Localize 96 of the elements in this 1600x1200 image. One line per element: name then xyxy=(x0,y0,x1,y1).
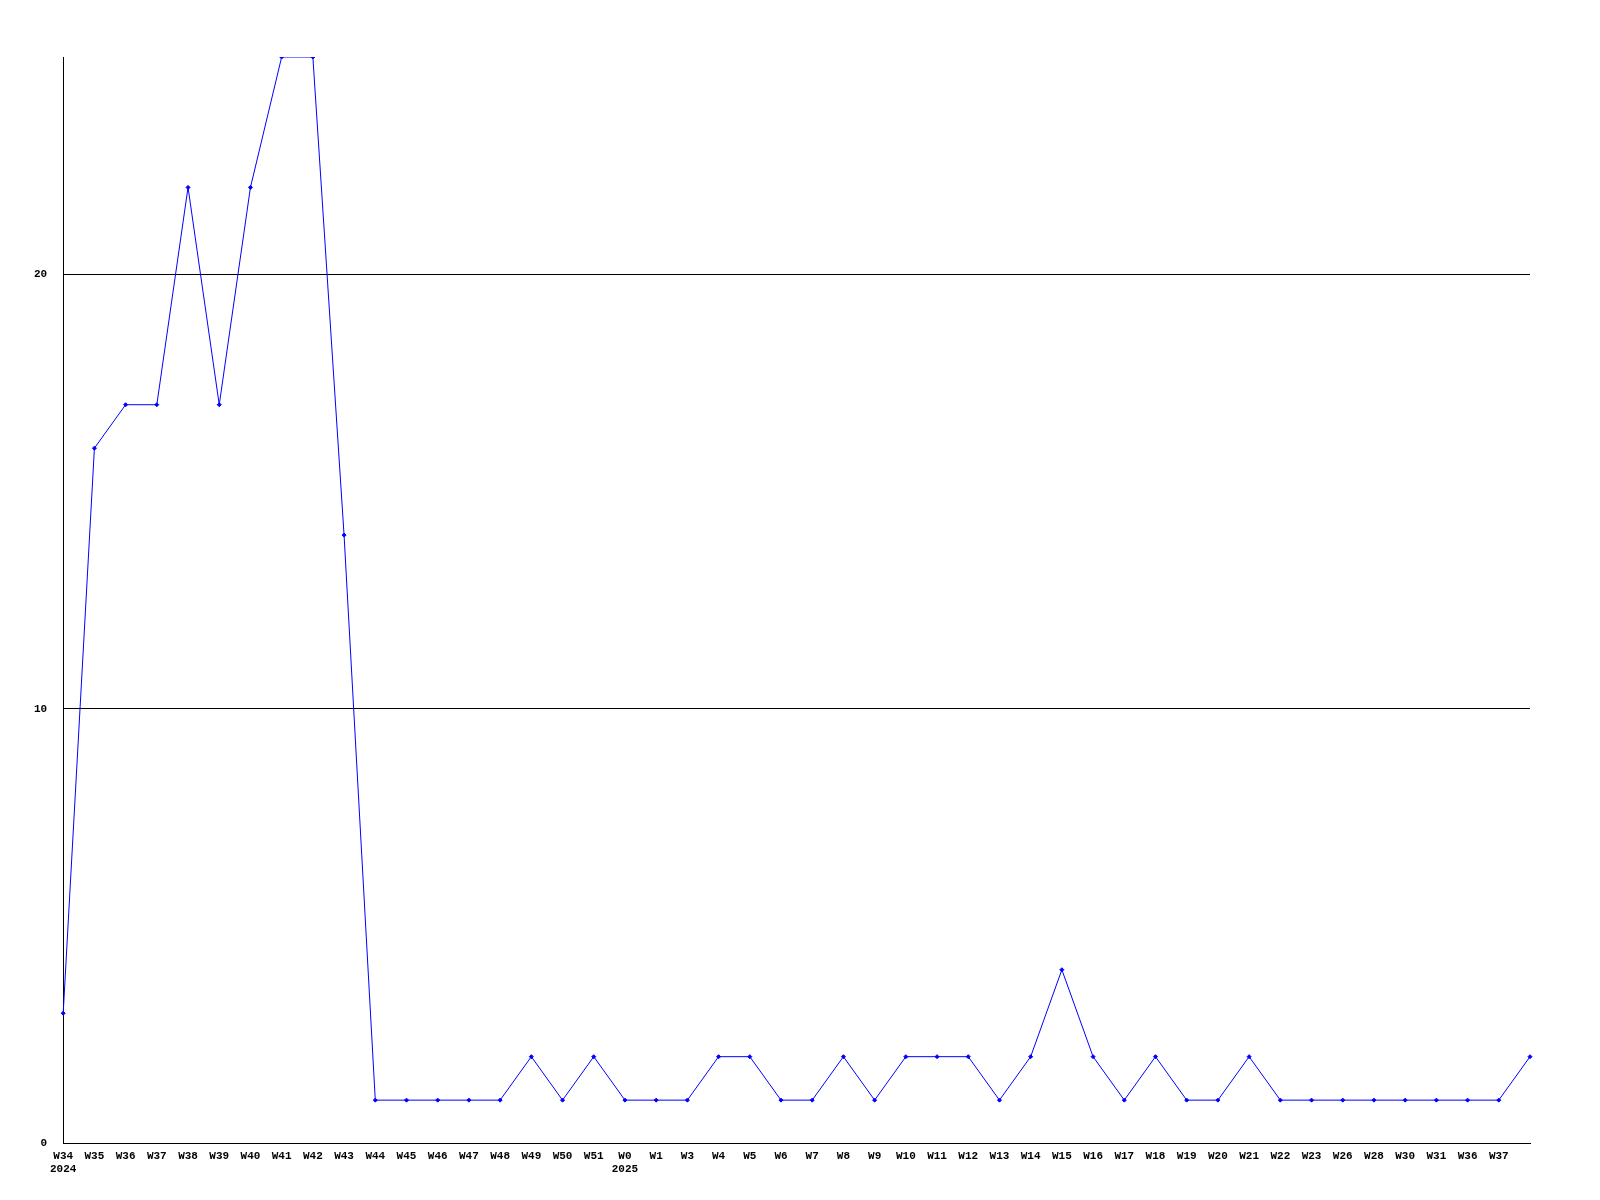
point xyxy=(1371,1097,1377,1103)
point xyxy=(1028,1054,1034,1060)
point xyxy=(1309,1097,1315,1103)
point xyxy=(809,1097,815,1103)
x-tick-label: W12 xyxy=(958,1149,979,1162)
x-tick-label: W5 xyxy=(743,1149,757,1162)
point xyxy=(1496,1097,1502,1103)
point xyxy=(91,445,97,451)
x-tick-label: W45 xyxy=(396,1149,417,1162)
x-tick-label: W13 xyxy=(989,1149,1010,1162)
point xyxy=(684,1097,690,1103)
point xyxy=(903,1054,909,1060)
x-tick-label: W4 xyxy=(711,1149,726,1162)
point xyxy=(1121,1097,1127,1103)
point xyxy=(622,1097,628,1103)
point xyxy=(435,1097,441,1103)
x-tick-label: W46 xyxy=(427,1149,448,1162)
point xyxy=(154,402,160,408)
point xyxy=(840,1054,846,1060)
point xyxy=(560,1097,566,1103)
x-tick-label: W38 xyxy=(178,1149,199,1162)
point xyxy=(996,1097,1002,1103)
point xyxy=(1184,1097,1190,1103)
point xyxy=(372,1097,378,1103)
point xyxy=(1153,1054,1158,1060)
point xyxy=(247,184,253,190)
x-tick-label: W35 xyxy=(84,1149,105,1162)
point xyxy=(1246,1054,1252,1060)
point xyxy=(1402,1097,1408,1103)
point xyxy=(1527,1054,1533,1060)
x-tick-label: W40 xyxy=(240,1149,261,1162)
x-tick-label: W34 2024 xyxy=(50,1149,77,1176)
point xyxy=(1090,1054,1096,1060)
x-tick-label: W50 xyxy=(552,1149,573,1162)
x-tick-label: W23 xyxy=(1301,1149,1322,1162)
point xyxy=(60,1010,66,1016)
point xyxy=(591,1054,597,1060)
point xyxy=(404,1097,409,1103)
point xyxy=(778,1097,784,1103)
point xyxy=(1433,1097,1439,1103)
x-tick-label: W30 xyxy=(1395,1149,1416,1162)
x-tick-label: W17 xyxy=(1114,1149,1135,1162)
point xyxy=(466,1097,472,1103)
x-tick-label: W37 xyxy=(1488,1149,1509,1162)
point xyxy=(341,532,347,538)
y-tick-label: 20 xyxy=(34,268,48,281)
x-tick-label: W42 xyxy=(302,1149,323,1162)
x-tick-label: W36 xyxy=(1457,1149,1478,1162)
x-tick-label: W28 xyxy=(1364,1149,1385,1162)
x-tick-label: W41 xyxy=(271,1149,292,1162)
point xyxy=(965,1054,971,1060)
y-tick-label: 0 xyxy=(40,1137,48,1150)
point xyxy=(216,402,222,408)
x-tick-label: W15 xyxy=(1051,1149,1073,1162)
x-tick-label: W44 xyxy=(365,1149,386,1162)
x-tick-label: W0 2025 xyxy=(611,1149,639,1176)
point xyxy=(1465,1097,1471,1103)
x-tick-label: W43 xyxy=(334,1149,355,1162)
point xyxy=(872,1097,878,1103)
x-tick-label: W31 xyxy=(1426,1149,1447,1162)
x-tick-label: W9 xyxy=(868,1149,882,1162)
x-tick-label: W36 xyxy=(115,1149,136,1162)
point xyxy=(528,1054,534,1060)
x-tick-label: W18 xyxy=(1145,1149,1166,1162)
x-tick-label: W20 xyxy=(1208,1149,1228,1162)
x-tick-label: W11 xyxy=(927,1149,948,1162)
point xyxy=(747,1054,753,1060)
x-tick-label: W7 xyxy=(805,1149,819,1162)
x-tick-label: W1 xyxy=(649,1149,664,1162)
x-tick-label: W37 xyxy=(146,1149,167,1162)
x-tick-label: W22 xyxy=(1270,1149,1291,1162)
point xyxy=(934,1054,940,1060)
x-tick-label: W6 xyxy=(774,1149,788,1162)
x-tick-label: W47 xyxy=(459,1149,479,1162)
point xyxy=(1059,967,1065,973)
point xyxy=(123,402,129,408)
point xyxy=(1215,1097,1221,1103)
point xyxy=(1340,1097,1346,1103)
x-tick-label: W48 xyxy=(490,1149,511,1162)
x-tick-label: W14 xyxy=(1020,1149,1041,1162)
x-tick-label: W51 xyxy=(583,1149,605,1162)
x-tick-label: W49 xyxy=(521,1149,542,1162)
y-tick-label: 10 xyxy=(34,702,48,715)
point xyxy=(497,1097,503,1103)
point xyxy=(653,1097,659,1103)
x-tick-label: W21 xyxy=(1239,1149,1260,1162)
point xyxy=(1277,1097,1283,1103)
x-tick-label: W3 xyxy=(680,1149,695,1162)
x-tick-label: W26 xyxy=(1332,1149,1353,1162)
x-tick-label: W39 xyxy=(209,1149,230,1162)
x-tick-label: W8 xyxy=(836,1149,851,1162)
point xyxy=(185,184,191,190)
x-tick-label: W19 xyxy=(1176,1149,1197,1162)
point xyxy=(716,1054,722,1060)
x-tick-label: W16 xyxy=(1083,1149,1103,1162)
x-tick-label: W10 xyxy=(895,1149,916,1162)
